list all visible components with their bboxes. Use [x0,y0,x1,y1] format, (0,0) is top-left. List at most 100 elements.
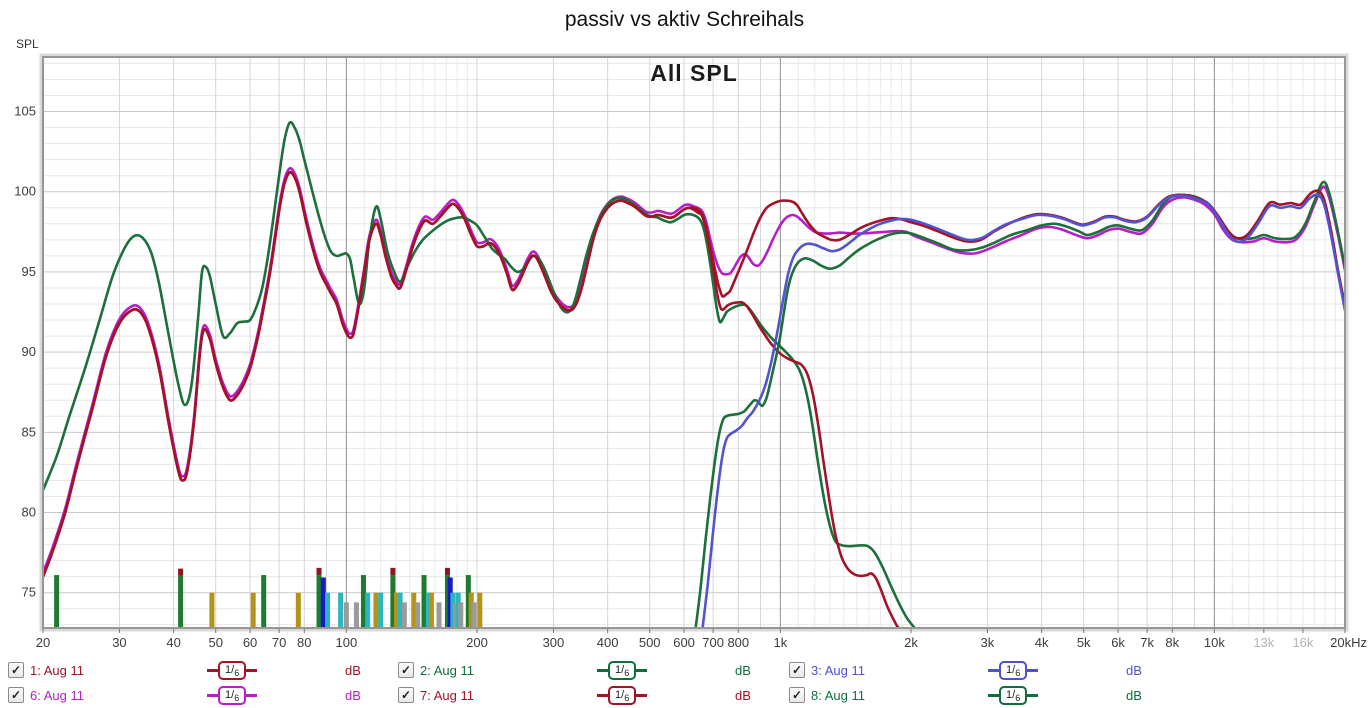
distortion-bar [365,592,371,627]
x-tick-label: 40 [166,635,180,650]
graph-title: passiv vs aktiv Schreihals [564,8,805,31]
distortion-bar [411,592,417,627]
x-tick-label: 70 [272,635,286,650]
x-tick-label: 500 [639,635,661,650]
measurement-visible-checkbox[interactable]: ✓ [789,662,805,678]
spl-graph-svg: 75 80 85 90 95 100 105 20 30 40 50 60 70 80 100 200 300 4… [14,53,1367,650]
distortion-bar [373,592,379,627]
x-tick-label: 1k [773,635,787,650]
smoothing-numerator: 1/ [1006,689,1016,701]
measurement-visible-checkbox[interactable]: ✓ [398,662,414,678]
distortion-bar [320,577,326,627]
distortion-bar [325,592,331,627]
measurement-label: 1: Aug 11 [30,662,84,678]
x-tick-label: 800 [727,635,749,650]
y-tick-label: 105 [14,104,36,119]
distortion-bar [353,602,359,627]
x-tick-label: 6k [1111,635,1125,650]
trace-stub-right [636,693,648,697]
distortion-bar [178,575,184,627]
smoothing-control[interactable]: 1/6 [597,684,648,706]
unit-label: dB [1126,687,1142,703]
distortion-bar [471,602,477,627]
distortion-bar [444,567,450,576]
spl-trace-1 [41,170,1347,578]
smoothing-badge: 1/6 [608,660,637,680]
smoothing-badge: 1/6 [218,660,247,680]
smoothing-badge: 1/6 [999,685,1028,705]
trace-stub-left [207,668,218,672]
spl-chart: 75 80 85 90 95 100 105 20 30 40 50 60 70 80 100 200 300 4… [14,53,1367,650]
legend-row: ✓ 1: Aug 11 1/6 dB ✓ 2: Aug 11 1/6 dB ✓ 3: Aug 11… [0,659,1369,681]
distortion-bar [390,575,396,627]
smoothing-control[interactable]: 1/6 [597,659,648,681]
x-tick-label: 20 [36,635,50,650]
measurement-visible-checkbox[interactable]: ✓ [8,687,24,703]
trace-stub-right [1027,668,1039,672]
y-tick-label: 80 [22,505,36,520]
y-axis-title: SPL [16,37,39,51]
distortion-bar [390,567,396,576]
distortion-bar [401,602,407,627]
distortion-bar [378,592,384,627]
legend-item: ✓ 1: Aug 11 [8,659,84,681]
unit-label: dB [345,662,361,678]
trace-stub-left [597,668,608,672]
distortion-bar [209,592,215,627]
measurement-visible-checkbox[interactable]: ✓ [789,687,805,703]
smoothing-numerator: 1/ [1006,664,1016,676]
distortion-bar [338,592,344,627]
distortion-bar [316,567,322,576]
trace-stub-right [636,668,648,672]
smoothing-denominator: 6 [624,668,630,678]
smoothing-control[interactable]: 1/6 [988,659,1039,681]
smoothing-control[interactable]: 1/6 [207,684,258,706]
distortion-bar [450,592,456,627]
distortion-bar [465,575,471,627]
y-tick-label: 75 [22,585,36,600]
x-tick-label: 700 [702,635,724,650]
x-tick-label: 200 [466,635,488,650]
distortion-bar [453,602,459,627]
y-tick-label: 95 [22,264,36,279]
smoothing-denominator: 6 [234,668,240,678]
y-tick-label: 90 [22,344,36,359]
smoothing-control[interactable]: 1/6 [988,684,1039,706]
smoothing-numerator: 1/ [225,664,235,676]
legend-item: ✓ 3: Aug 11 [789,659,865,681]
distortion-bar [444,575,450,627]
measurement-label: 8: Aug 11 [811,687,865,703]
smoothing-control[interactable]: 1/6 [207,659,258,681]
distortion-bar [421,575,427,627]
smoothing-denominator: 6 [624,693,630,703]
measurement-visible-checkbox[interactable]: ✓ [8,662,24,678]
y-tick-label: 85 [22,424,36,439]
smoothing-badge: 1/6 [218,685,247,705]
smoothing-badge: 1/6 [999,660,1028,680]
distortion-bar [178,568,184,576]
x-tick-label: 3k [981,635,995,650]
distortion-bar [415,602,421,627]
distortion-bar [343,602,349,627]
smoothing-denominator: 6 [234,693,240,703]
distortion-bar [360,575,366,627]
x-tick-label: 8k [1165,635,1179,650]
measurement-label: 3: Aug 11 [811,662,865,678]
unit-label: dB [735,687,751,703]
measurement-visible-checkbox[interactable]: ✓ [398,687,414,703]
distortion-bar [436,602,442,627]
distortion-bar [397,592,403,627]
distortion-bar [295,592,301,627]
distortion-bar [54,575,60,627]
x-tick-label: 20kHz [1330,635,1367,650]
x-tick-label: 80 [297,635,311,650]
legend-item: ✓ 8: Aug 11 [789,684,865,706]
distortion-bar [394,592,400,627]
smoothing-numerator: 1/ [225,689,235,701]
unit-label: dB [735,662,751,678]
x-tick-label: 16k [1292,635,1313,650]
y-tick-label: 100 [14,184,36,199]
measurement-label: 6: Aug 11 [30,687,84,703]
x-tick-label: 7k [1140,635,1154,650]
